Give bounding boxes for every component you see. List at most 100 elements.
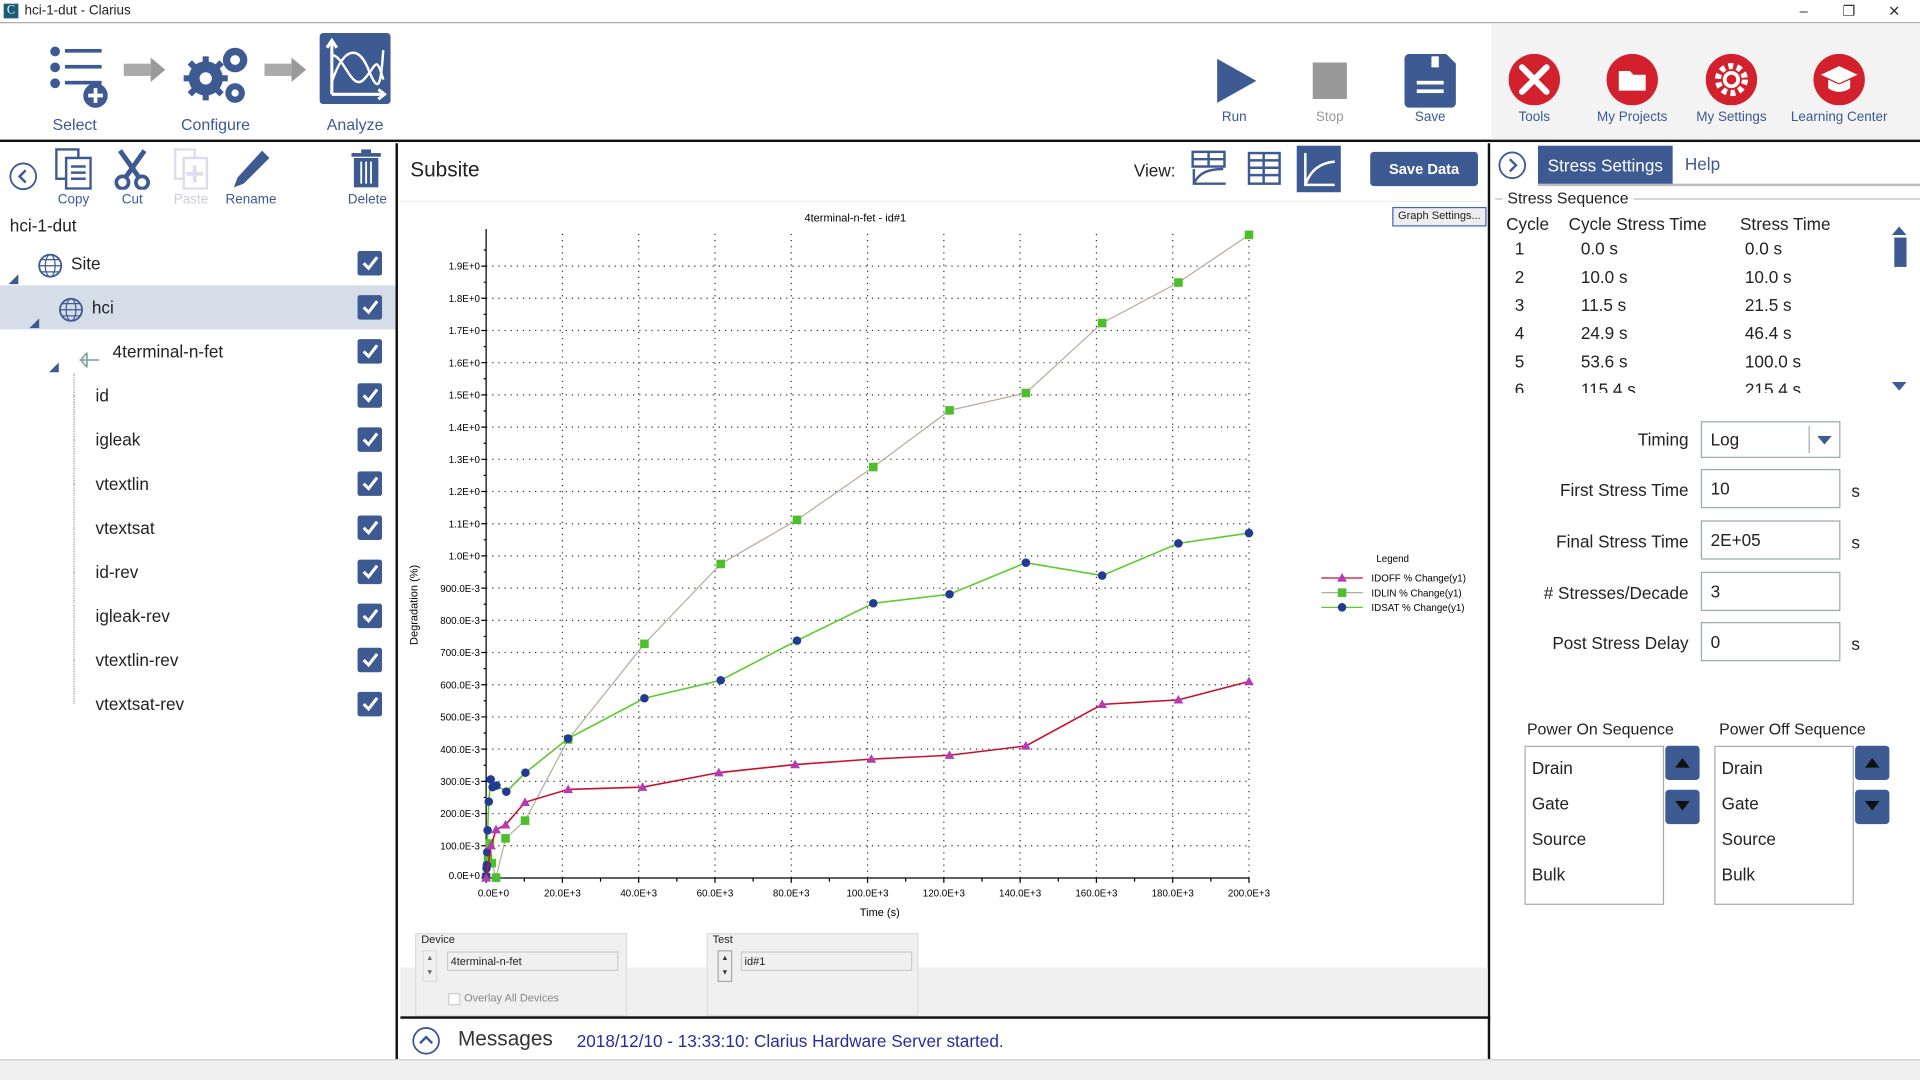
collapse-panel-button[interactable] — [9, 162, 38, 198]
device-spinner[interactable]: ▲ ▼ — [422, 950, 438, 983]
x-tick-label: 0.0E+0 — [478, 888, 510, 899]
paste-button[interactable]: Paste — [163, 148, 219, 207]
tree-item-checkbox[interactable] — [357, 383, 383, 408]
run-button[interactable]: Run — [1200, 29, 1269, 133]
tree-item-checkbox[interactable] — [357, 251, 383, 276]
tree-item[interactable]: vtextlin — [0, 439, 396, 506]
device-field[interactable]: 4terminal-n-fet — [446, 951, 619, 972]
save-data-button[interactable]: Save Data — [1370, 151, 1478, 187]
tree-item[interactable]: 4terminal-n-fet — [0, 329, 396, 373]
data-point — [1174, 539, 1183, 548]
tree-item[interactable]: Site — [0, 241, 396, 285]
restore-button[interactable]: ❐ — [1842, 2, 1856, 20]
power-on-move-up-button[interactable] — [1665, 745, 1700, 781]
tree-item-checkbox[interactable] — [357, 295, 383, 320]
y-tick-label: 1.0E+0 — [449, 552, 481, 563]
tree-item-checkbox[interactable] — [357, 603, 383, 629]
chevron-right-icon — [1498, 151, 1527, 180]
first-stress-time-input[interactable]: 10 — [1700, 468, 1841, 509]
stresses-per-decade-input[interactable]: 3 — [1700, 571, 1841, 612]
learning-center-button[interactable]: Learning Center — [1785, 29, 1893, 133]
stop-button[interactable]: Stop — [1296, 29, 1365, 133]
list-item[interactable]: Drain — [1721, 757, 1763, 778]
data-point — [1021, 388, 1031, 398]
minimize-button[interactable]: – — [1799, 2, 1808, 20]
scrollbar-thumb[interactable] — [1894, 237, 1907, 267]
overlay-all-devices-checkbox[interactable] — [448, 993, 461, 1006]
tree-item[interactable]: igleak — [0, 395, 396, 462]
main-toolbar: Select Configure Analyze Run Stop Save T… — [0, 23, 1920, 143]
expand-triangle-icon[interactable] — [28, 301, 40, 329]
cut-button[interactable]: Cut — [104, 148, 160, 207]
data-point — [484, 797, 494, 806]
power-on-move-down-button[interactable] — [1665, 789, 1700, 825]
expand-triangle-icon[interactable] — [7, 257, 19, 285]
list-item[interactable]: Source — [1531, 828, 1587, 849]
tree-item[interactable]: id — [0, 373, 396, 418]
expand-messages-button[interactable] — [411, 1026, 440, 1062]
copy-button[interactable]: Copy — [45, 148, 101, 207]
final-stress-time-input[interactable]: 2E+05 — [1700, 520, 1841, 560]
power-off-move-down-button[interactable] — [1855, 789, 1890, 825]
analyze-graph-icon — [319, 33, 391, 105]
close-button[interactable]: ✕ — [1888, 2, 1901, 20]
tree-item-checkbox[interactable] — [357, 691, 383, 717]
tree-item[interactable]: vtextsat — [0, 483, 396, 550]
delete-label: Delete — [347, 192, 387, 207]
tools-button[interactable]: Tools — [1500, 29, 1569, 133]
power-off-move-up-button[interactable] — [1855, 745, 1890, 781]
my-projects-button[interactable]: My Projects — [1588, 29, 1676, 133]
scroll-down-button[interactable] — [1891, 376, 1907, 391]
tree-item-label: id-rev — [95, 562, 139, 582]
view-table-button[interactable] — [1245, 149, 1284, 188]
graph-settings-button[interactable]: Graph Settings... — [1392, 206, 1487, 227]
select-step-button[interactable]: Select — [31, 29, 119, 139]
tab-stress-settings[interactable]: Stress Settings — [1537, 145, 1673, 185]
tree-item-checkbox[interactable] — [357, 515, 383, 541]
tree-item-label: id — [95, 385, 109, 406]
list-item[interactable]: Bulk — [1721, 864, 1755, 885]
post-stress-delay-input[interactable]: 0 — [1700, 622, 1841, 662]
tree-item-checkbox[interactable] — [357, 471, 383, 496]
device-icon — [77, 342, 101, 386]
power-on-sequence-list[interactable]: Drain Gate Source Bulk — [1524, 745, 1665, 905]
tree-item[interactable]: id-rev — [0, 527, 396, 594]
tab-help[interactable]: Help — [1684, 154, 1721, 174]
window-title: hci-1-dut - Clarius — [24, 3, 131, 19]
timing-select[interactable]: Log — [1700, 421, 1841, 458]
configure-step-button[interactable]: Configure — [171, 29, 259, 139]
list-item[interactable]: Source — [1721, 828, 1776, 849]
tree-item[interactable]: vtextsat-rev — [0, 660, 396, 726]
view-graph-button[interactable] — [1296, 145, 1341, 193]
table-cell: 46.4 s — [1744, 323, 1792, 343]
delete-button[interactable]: Delete — [339, 148, 395, 207]
list-item[interactable]: Bulk — [1531, 864, 1566, 885]
tree-item[interactable]: igleak-rev — [0, 571, 396, 638]
learning-center-label: Learning Center — [1790, 110, 1888, 125]
collapse-right-panel-button[interactable] — [1498, 151, 1527, 187]
analyze-step-button[interactable]: Analyze — [311, 29, 399, 139]
list-item[interactable]: Drain — [1531, 757, 1573, 778]
test-spinner[interactable]: ▲ ▼ — [717, 950, 733, 983]
scroll-up-button[interactable] — [1891, 219, 1907, 236]
tree-item[interactable]: vtextlin-rev — [0, 615, 396, 682]
tree-item[interactable]: hci — [0, 285, 396, 330]
view-label: View: — [1133, 160, 1176, 181]
tree-item-checkbox[interactable] — [357, 427, 383, 452]
final-stress-time-label: Final Stress Time — [1556, 531, 1689, 552]
tree-item-checkbox[interactable] — [357, 339, 383, 364]
data-point — [790, 759, 800, 769]
tree-item-checkbox[interactable] — [357, 647, 383, 673]
project-name: hci-1-dut — [9, 215, 77, 236]
list-item[interactable]: Gate — [1531, 793, 1570, 814]
save-button[interactable]: Save — [1396, 29, 1465, 133]
x-tick-label: 20.0E+3 — [544, 888, 581, 899]
list-item[interactable]: Gate — [1721, 793, 1759, 814]
test-field[interactable]: id#1 — [740, 951, 913, 972]
view-split-button[interactable] — [1190, 149, 1229, 188]
power-off-sequence-list[interactable]: Drain Gate Source Bulk — [1714, 745, 1854, 905]
rename-button[interactable]: Rename — [222, 148, 281, 207]
expand-triangle-icon[interactable] — [48, 345, 60, 373]
my-settings-button[interactable]: My Settings — [1687, 29, 1775, 133]
tree-item-checkbox[interactable] — [357, 559, 383, 585]
